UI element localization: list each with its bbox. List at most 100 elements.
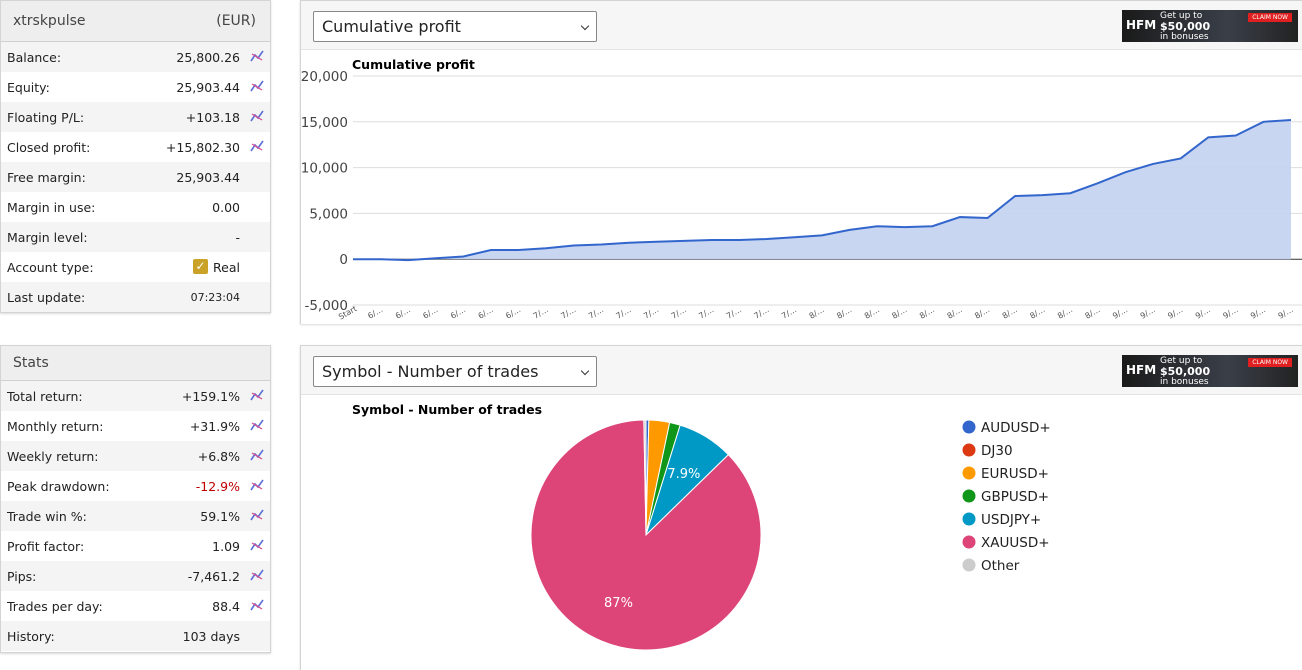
row-value: Real [213,259,240,275]
chart-link-icon[interactable] [250,569,264,581]
row-label: History: [7,628,55,644]
icon-line [251,512,263,520]
account-rows: Balance: 25,800.26 Equity: 25,903.44 Floatin… [1,42,270,312]
legend-marker [962,512,976,526]
ad-text: $50,000 [1160,365,1211,378]
x-tick-label: 8/… [835,305,853,321]
icon-line [251,452,263,460]
ad-text: HFM [1126,363,1157,377]
row-value: +103.18 [185,109,240,125]
x-tick-label: 8/… [1084,305,1102,321]
x-tick-label: 8/… [863,305,881,321]
row: Pips: -7,461.2 [1,561,270,591]
chart-link-icon[interactable] [250,140,264,152]
row-label: Trade win %: [7,508,87,524]
chart-link-icon[interactable] [250,110,264,122]
line [353,118,1292,262]
ad-text: HFM [1126,18,1157,32]
slice-label: 7.9% [667,467,700,482]
x-tick-label: 7/… [559,305,577,321]
icon-line [251,113,263,121]
ad-text: CLAIM NOW [1248,13,1292,22]
legend-marker [962,466,976,480]
row-label: Weekly return: [7,448,99,464]
legend-label: USDJPY+ [981,512,1041,528]
row-label: Margin level: [7,229,88,245]
row: Profit factor: 1.09 [1,531,270,561]
chart-link-icon[interactable] [250,599,264,611]
legend-marker [962,489,976,503]
row: Free margin: 25,903.44 [1,162,270,192]
ad-banner[interactable]: HFM Get up to $50,000 in bonuses CLAIM NOW [1122,355,1298,387]
chart-selector[interactable]: Cumulative profit [313,11,597,42]
stats-title: Stats [13,355,49,371]
row-value: 25,800.26 [176,49,240,65]
row-label: Floating P/L: [7,109,85,125]
legend-marker [962,558,976,572]
row: Margin level: - [1,222,270,252]
x-tick-label: 8/… [1001,305,1019,321]
row: Balance: 25,800.26 [1,42,270,72]
x-tick-label: 9/… [1139,305,1157,321]
x-tick-label: 7/… [752,305,770,321]
chart-link-icon[interactable] [250,50,264,62]
chart-link-icon[interactable] [250,509,264,521]
row-label: Closed profit: [7,139,91,155]
line-chart: Cumulative profit -5,000 0 5,000 10,000 15,00… [301,49,1302,324]
row-value: +6.8% [197,448,240,464]
x-tick-label: 9/… [1194,305,1212,321]
x-tick-label: 6/… [366,305,384,321]
x-tick-label: 7/… [615,305,633,321]
ad-text: CLAIM NOW [1248,358,1292,367]
account-header: xtrskpulse (EUR) [1,1,270,42]
x-tick-label: 7/… [670,305,688,321]
legend-label: GBPUSD+ [981,489,1049,505]
row-label: Peak drawdown: [7,478,110,494]
stats-rows: Total return: +159.1% Monthly return: +31.9… [1,381,270,651]
ad-banner[interactable]: HFM Get up to $50,000 in bonuses CLAIM NOW [1122,10,1298,42]
row-value: 59.1% [200,508,240,524]
x-tick-label: 9/… [1111,305,1129,321]
chart-link-icon[interactable] [250,389,264,401]
ad-text: in bonuses [1160,377,1209,387]
row: Closed profit: +15,802.30 [1,132,270,162]
row-label: Account type: [7,259,94,275]
pie-panel: Symbol - Number of trades HFM Get up to $5… [300,345,1302,670]
row-label: Trades per day: [7,598,103,614]
pie-slice [530,419,762,651]
chart-link-icon[interactable] [250,539,264,551]
chart-link-icon[interactable] [250,80,264,92]
x-tick-label: 7/… [587,305,605,321]
chart-link-icon[interactable] [250,419,264,431]
row: Last update: 07:23:04 [1,282,270,312]
ad-text: $50,000 [1160,20,1211,33]
row: Trades per day: 88.4 [1,591,270,621]
y-tick-label: 10,000 [301,161,348,177]
icon-line [251,482,263,490]
x-tick-label: 7/… [697,305,715,321]
account-name: xtrskpulse [13,13,86,29]
row: Floating P/L: +103.18 [1,102,270,132]
row-label: Margin in use: [7,199,96,215]
row-value: 88.4 [212,598,240,614]
icon-line [251,542,263,550]
row: Total return: +159.1% [1,381,270,411]
row: Trade win %: 59.1% [1,501,270,531]
area [353,119,1291,261]
slice-label: 87% [604,596,633,611]
chart-selector[interactable]: Symbol - Number of trades [313,356,597,387]
x-tick-label: 8/… [1028,305,1046,321]
legend-label: XAUUSD+ [981,535,1050,551]
icon-line [251,53,263,61]
row-value: 0.00 [212,199,240,215]
row-value: 1.09 [212,538,240,554]
y-tick-label: 5,000 [309,206,348,222]
chart-link-icon[interactable] [250,479,264,491]
chart-link-icon[interactable] [250,449,264,461]
row-label: Monthly return: [7,418,104,434]
row-value: -7,461.2 [187,568,240,584]
legend-marker [962,443,976,457]
row-label: Last update: [7,289,86,305]
row: Account type: Real ✓ [1,252,270,282]
